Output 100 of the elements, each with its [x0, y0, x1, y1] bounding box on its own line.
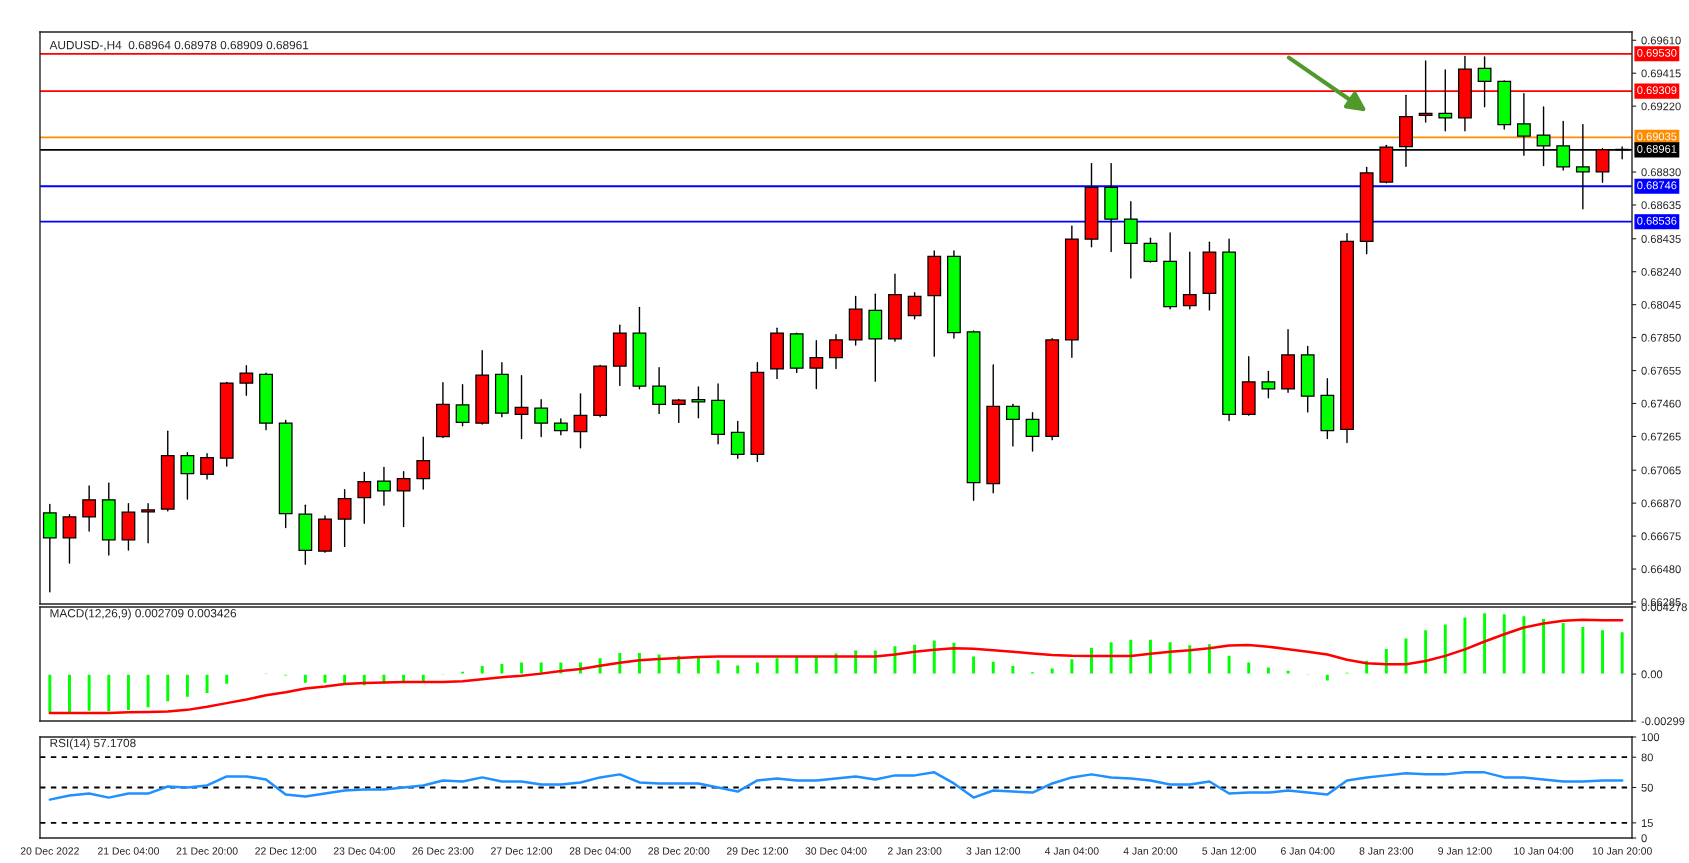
- ref-line-label: 0.69530: [1637, 48, 1677, 57]
- candlestick: [514, 375, 529, 440]
- x-tick-label: 29 Dec 12:00: [726, 847, 788, 855]
- x-tick-label: 26 Dec 23:00: [412, 847, 474, 855]
- y-tick-label: 0.68435: [1641, 235, 1681, 243]
- bar: [1580, 625, 1586, 675]
- bar: [1245, 661, 1252, 675]
- bar: [1521, 614, 1527, 675]
- bar: [86, 673, 92, 713]
- y-tick-label: 100: [1641, 733, 1660, 742]
- bar: [1010, 664, 1016, 675]
- bar: [479, 664, 486, 675]
- y-tick-label: 0.67460: [1641, 399, 1681, 408]
- x-tick-label: 6 Jan 04:00: [1281, 847, 1335, 855]
- y-tick-label: 0.67850: [1641, 333, 1681, 342]
- bar: [282, 673, 289, 677]
- candlestick: [82, 485, 97, 532]
- bar: [970, 655, 977, 675]
- y-tick-label: 0.66480: [1641, 565, 1681, 574]
- y-tick-label: 0.66675: [1641, 532, 1681, 541]
- candlestick: [337, 489, 352, 548]
- y-tick-label: 0.69415: [1641, 69, 1681, 78]
- bar: [1442, 623, 1449, 675]
- bar: [1265, 666, 1272, 675]
- bar: [46, 673, 53, 714]
- x-tick-label: 10 Jan 20:00: [1592, 847, 1652, 855]
- bar: [1383, 647, 1390, 675]
- candlestick: [377, 466, 391, 506]
- bar: [145, 673, 151, 709]
- bar: [1108, 640, 1115, 675]
- y-tick-label: -0.00299: [1641, 717, 1685, 726]
- y-tick-label: 0.66870: [1641, 499, 1681, 508]
- bar: [754, 661, 761, 675]
- candlestick: [809, 340, 824, 390]
- bar: [1324, 673, 1331, 683]
- y-tick-label: 0.68045: [1641, 300, 1681, 309]
- candlestick: [141, 502, 156, 544]
- bar: [1029, 670, 1036, 675]
- bar: [322, 673, 328, 685]
- bar: [1619, 630, 1626, 675]
- ref-line-label: 0.69309: [1637, 86, 1677, 95]
- chart-title: MACD(12,26,9) 0.002709 0.003426: [50, 608, 237, 620]
- line-series: [48, 618, 1624, 715]
- ref-line-label: 0.68536: [1637, 216, 1677, 225]
- ref-line-label: 0.68746: [1637, 181, 1677, 190]
- y-tick-label: 15: [1641, 819, 1653, 827]
- x-tick-label: 21 Dec 20:00: [176, 847, 238, 855]
- candlestick: [1261, 370, 1276, 399]
- x-tick-label: 3 Jan 12:00: [966, 847, 1021, 855]
- x-tick-label: 10 Jan 04:00: [1514, 847, 1574, 855]
- candlestick: [730, 420, 745, 459]
- y-tick-label: 0.67655: [1641, 366, 1681, 375]
- y-tick-label: 0.68830: [1641, 168, 1681, 177]
- candlestick: [1143, 237, 1158, 263]
- bar: [1167, 640, 1173, 675]
- candlestick: [1025, 412, 1040, 452]
- candlestick: [573, 393, 588, 449]
- y-tick-label: 0.67065: [1641, 466, 1681, 475]
- candlestick: [396, 471, 411, 528]
- bar: [223, 673, 230, 686]
- candlestick: [1477, 56, 1492, 108]
- candlestick: [691, 386, 706, 419]
- x-tick-label: 4 Jan 20:00: [1123, 847, 1178, 855]
- x-tick-label: 27 Dec 12:00: [491, 847, 553, 855]
- candlestick: [180, 452, 195, 500]
- bar: [715, 658, 721, 675]
- y-tick-label: 50: [1641, 783, 1653, 792]
- bar: [1344, 671, 1350, 675]
- candlestick: [62, 514, 77, 564]
- y-tick-label: 0.69220: [1641, 102, 1681, 111]
- ref-line-label: 0.69035: [1637, 132, 1677, 141]
- bar: [459, 670, 466, 675]
- candlestick: [416, 436, 431, 490]
- candlestick: [357, 471, 372, 524]
- x-tick-label: 22 Dec 12:00: [255, 847, 317, 855]
- chart-title: RSI(14) 57.1708: [50, 738, 136, 750]
- bar: [774, 656, 780, 675]
- bar: [1560, 621, 1567, 675]
- x-tick-label: 4 Jan 04:00: [1044, 847, 1099, 855]
- x-tick-label: 30 Dec 04:00: [805, 847, 867, 855]
- candlestick: [1005, 403, 1020, 447]
- y-tick-label: 0.69610: [1641, 36, 1681, 45]
- x-tick-label: 2 Jan 23:00: [887, 847, 942, 855]
- bar: [204, 673, 210, 695]
- x-tick-label: 5 Jan 12:00: [1202, 847, 1256, 855]
- x-tick-label: 20 Dec 2022: [20, 847, 79, 855]
- y-tick-label: 0.00: [1641, 670, 1663, 679]
- candlestick: [1438, 69, 1453, 132]
- y-tick-label: 0.68240: [1641, 267, 1681, 276]
- line-series: [48, 771, 1624, 801]
- x-tick-label: 23 Dec 04:00: [333, 847, 395, 855]
- candlestick: [671, 398, 686, 424]
- x-tick-label: 9 Jan 12:00: [1438, 847, 1492, 855]
- x-tick-label: 21 Dec 04:00: [97, 847, 160, 855]
- x-tick-label: 28 Dec 20:00: [648, 847, 710, 855]
- y-tick-label: 0.68635: [1641, 201, 1681, 210]
- bar: [499, 662, 505, 675]
- bar: [164, 673, 171, 703]
- candlestick: [455, 384, 470, 427]
- bar: [990, 660, 997, 675]
